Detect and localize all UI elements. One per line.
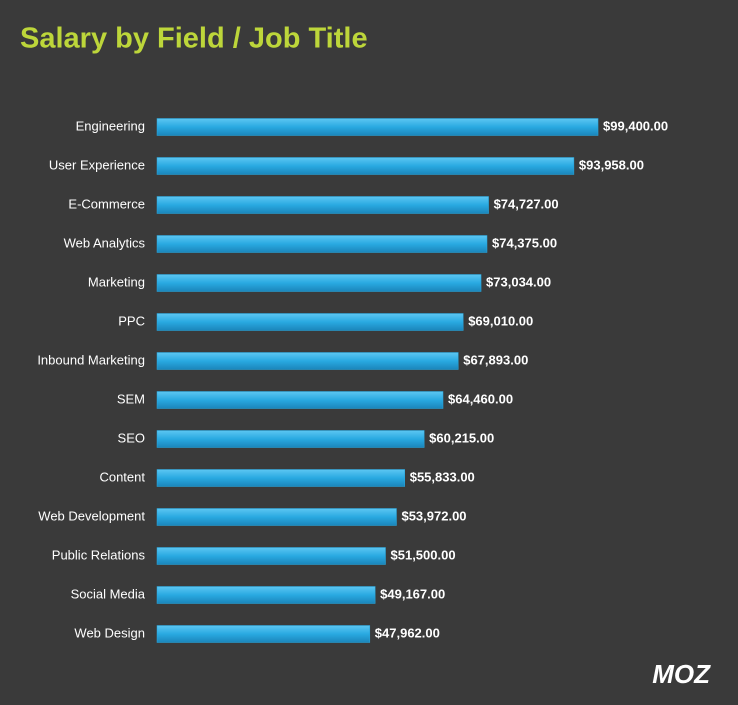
category-label: User Experience [49,157,145,172]
category-label: Web Design [74,625,145,640]
value-label: $55,833.00 [410,469,475,484]
category-label: Inbound Marketing [37,352,145,367]
category-label: Web Analytics [64,235,146,250]
logo: MOZ [652,659,711,689]
category-label: Engineering [76,118,145,133]
bar [156,547,386,565]
bar [156,508,397,526]
bar [156,586,376,604]
bar [156,196,489,214]
category-label: Web Development [38,508,145,523]
value-label: $99,400.00 [603,118,668,133]
bar [156,391,444,409]
value-label: $53,972.00 [401,508,466,523]
value-label: $74,375.00 [492,235,557,250]
value-label: $47,962.00 [375,625,440,640]
category-label: Public Relations [52,547,146,562]
value-label: $67,893.00 [463,352,528,367]
bar [156,313,464,331]
category-label: Social Media [71,586,146,601]
bar [156,625,371,643]
chart-title: Salary by Field / Job Title [20,23,368,55]
value-label: $49,167.00 [380,586,445,601]
value-label: $60,215.00 [429,430,494,445]
category-label: Marketing [88,274,145,289]
bar [156,235,488,253]
bar [156,157,575,175]
category-label: SEO [118,430,145,445]
value-label: $74,727.00 [494,196,559,211]
bar [156,118,599,136]
value-label: $69,010.00 [468,313,533,328]
bar [156,274,482,292]
bar [156,469,405,487]
category-label: Content [99,469,145,484]
value-label: $51,500.00 [391,547,456,562]
value-label: $73,034.00 [486,274,551,289]
category-label: PPC [118,313,145,328]
value-label: $64,460.00 [448,391,513,406]
bar [156,430,425,448]
value-label: $93,958.00 [579,157,644,172]
bar [156,352,459,370]
category-label: SEM [117,391,145,406]
category-label: E-Commerce [68,196,145,211]
